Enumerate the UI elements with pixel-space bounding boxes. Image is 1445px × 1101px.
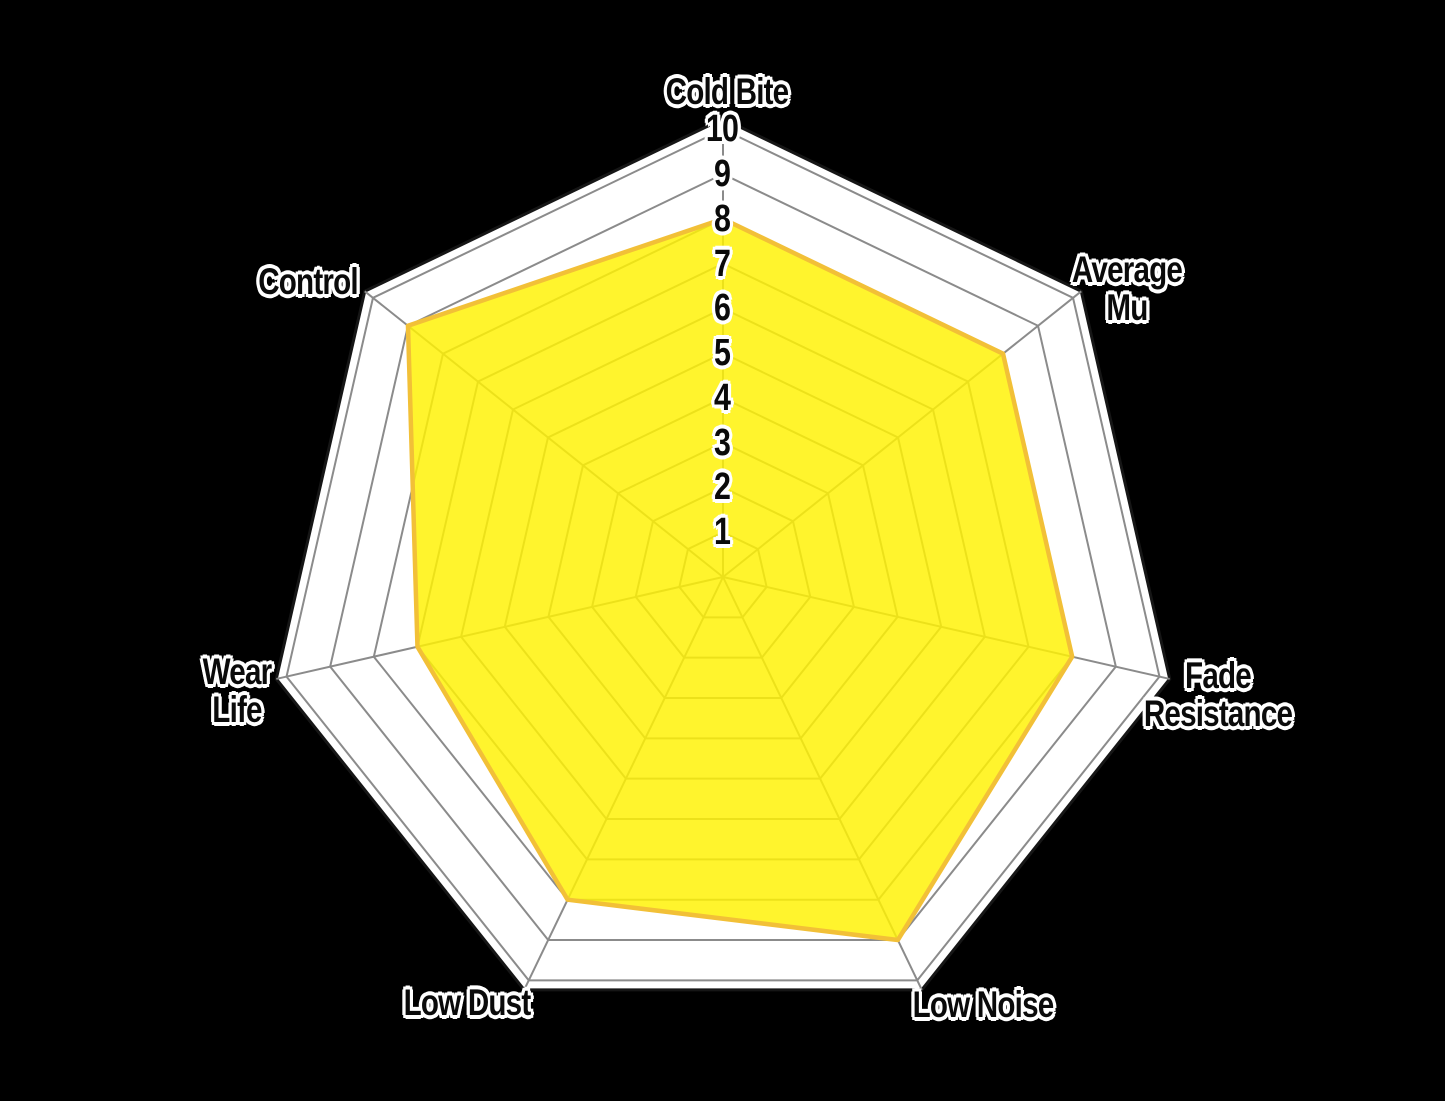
tick-label-8: 8 <box>713 197 731 240</box>
tick-label-1: 1 <box>713 511 731 554</box>
tick-label-2: 2 <box>713 466 731 509</box>
axis-label-cold-bite: Cold Bite <box>665 71 790 112</box>
axis-label-fade-resistance: Fade Resistance <box>1143 655 1293 734</box>
tick-label-9: 9 <box>713 153 731 196</box>
radar-ring-9 <box>329 172 1117 942</box>
tick-label-3: 3 <box>713 421 731 464</box>
tick-label-5: 5 <box>713 332 731 375</box>
axis-label-control: Control <box>258 261 358 302</box>
data-polygon <box>405 216 1075 943</box>
axis-label-low-dust: Low Dust <box>403 982 532 1023</box>
tick-label-10: 10 <box>705 108 739 151</box>
tick-label-4: 4 <box>713 376 731 419</box>
tick-label-7: 7 <box>713 242 731 285</box>
axis-label-low-noise: Low Noise <box>912 984 1055 1025</box>
axis-label-average-mu: Average Mu <box>1071 249 1183 328</box>
tick-label-6: 6 <box>713 287 731 330</box>
axis-label-wear-life: Wear Life <box>202 651 272 730</box>
radar-ring-10 <box>285 128 1161 982</box>
